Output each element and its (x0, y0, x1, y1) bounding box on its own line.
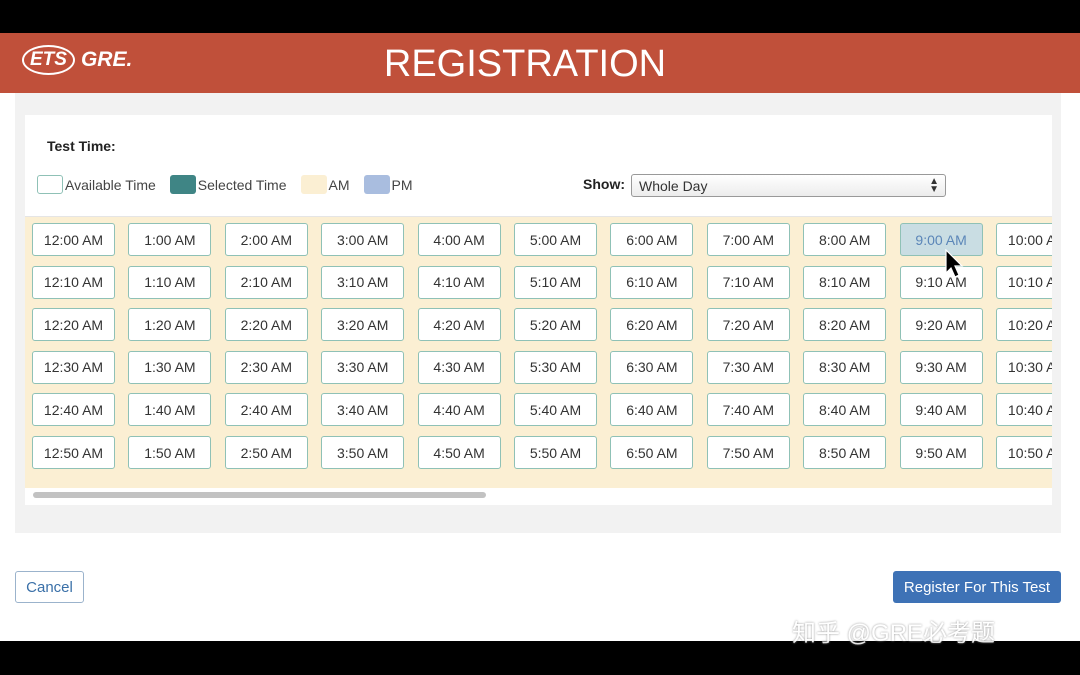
time-slot-button[interactable]: 2:00 AM (224, 223, 308, 256)
show-label: Show: (583, 176, 625, 192)
content-panel: Test Time: Available Time Selected Time … (15, 93, 1061, 533)
time-slot-button[interactable]: 4:30 AM (417, 350, 501, 384)
time-slot-button[interactable]: 10:00 AM (996, 223, 1052, 256)
cancel-button[interactable]: Cancel (15, 571, 84, 603)
time-slot-button[interactable]: 9:10 AM (899, 265, 983, 299)
horizontal-scrollbar[interactable] (33, 492, 486, 498)
logo-ets: ETS (22, 45, 75, 75)
time-slot-button[interactable]: 10:40 AM (996, 393, 1052, 427)
select-arrows-icon: ▲ ▼ (929, 176, 939, 195)
legend-available-label: Available Time (65, 176, 156, 193)
time-slot-button[interactable]: 1:50 AM (128, 436, 212, 469)
time-slot-button[interactable]: 12:20 AM (32, 308, 115, 342)
time-slot-button[interactable]: 6:00 AM (610, 223, 694, 256)
register-button[interactable]: Register For This Test (893, 571, 1061, 603)
time-slot-button[interactable]: 8:20 AM (803, 308, 887, 342)
time-slot-button[interactable]: 12:00 AM (32, 223, 115, 256)
time-slot-button[interactable]: 12:40 AM (32, 393, 115, 427)
time-slot-button[interactable]: 9:50 AM (899, 436, 983, 469)
time-slot-button[interactable]: 7:50 AM (706, 436, 790, 469)
time-slot-button[interactable]: 10:30 AM (996, 350, 1052, 384)
time-slot-button[interactable]: 8:00 AM (803, 223, 887, 256)
time-slot-button[interactable]: 12:50 AM (32, 436, 115, 469)
time-slot-button[interactable]: 4:50 AM (417, 436, 501, 469)
time-slot-button[interactable]: 5:50 AM (514, 436, 597, 469)
time-slot-button[interactable]: 7:20 AM (706, 308, 790, 342)
time-slot-button[interactable]: 2:50 AM (224, 436, 308, 469)
watermark: 知乎 @GRE必考题 (792, 620, 996, 647)
time-slot-button[interactable]: 1:20 AM (128, 308, 212, 342)
time-slot-button[interactable]: 3:50 AM (321, 436, 405, 469)
time-slot-button[interactable]: 10:20 AM (996, 308, 1052, 342)
time-slot-button[interactable]: 8:30 AM (803, 350, 887, 384)
time-slot-button[interactable]: 5:10 AM (514, 265, 597, 299)
time-slot-button[interactable]: 1:30 AM (128, 350, 212, 384)
time-slot-button[interactable]: 3:30 AM (321, 350, 405, 384)
header-bar: ETS GRE. REGISTRATION (0, 33, 1080, 93)
show-select[interactable]: Whole Day ▲ ▼ (631, 174, 946, 197)
time-slot-button[interactable]: 8:50 AM (803, 436, 887, 469)
time-slot-button[interactable]: 7:30 AM (706, 350, 790, 384)
time-slot-button[interactable]: 1:40 AM (128, 393, 212, 427)
time-slot-button[interactable]: 4:00 AM (417, 223, 501, 256)
legend-selected-swatch (169, 175, 196, 194)
time-slot-button[interactable]: 12:10 AM (32, 265, 115, 299)
time-slot-button[interactable]: 6:20 AM (610, 308, 694, 342)
time-slot-button[interactable]: 7:00 AM (706, 223, 790, 256)
legend-am-label: AM (328, 176, 350, 193)
time-slot-button[interactable]: 9:40 AM (899, 393, 983, 427)
time-slot-button[interactable]: 1:00 AM (128, 223, 212, 256)
time-slot-button[interactable]: 3:40 AM (321, 393, 405, 427)
time-slot-button[interactable]: 8:40 AM (803, 393, 887, 427)
time-slot-button[interactable]: 2:30 AM (224, 350, 308, 384)
time-slot-button[interactable]: 10:10 AM (996, 265, 1052, 299)
time-slot-button[interactable]: 5:30 AM (514, 350, 597, 384)
time-slot-button[interactable]: 2:40 AM (224, 393, 308, 427)
legend-am-swatch (300, 175, 327, 194)
legend-selected-label: Selected Time (197, 176, 287, 193)
time-slot-button[interactable]: 6:50 AM (610, 436, 694, 469)
ets-gre-logo: ETS GRE. (22, 45, 132, 75)
logo-gre: GRE. (80, 48, 133, 71)
test-time-label: Test Time: (47, 138, 116, 154)
mouse-cursor-icon (945, 249, 964, 278)
time-slot-button[interactable]: 10:50 AM (996, 436, 1052, 469)
time-slot-button[interactable]: 4:20 AM (417, 308, 501, 342)
time-slot-grid: 12:00 AM 12:10 AM 12:20 AM 12:30 AM 12:40 AM… (25, 216, 1052, 498)
test-time-card: Test Time: Available Time Selected Time … (25, 115, 1052, 505)
time-slot-button[interactable]: 7:40 AM (706, 393, 790, 427)
time-slot-button[interactable]: 12:30 AM (32, 350, 115, 384)
legend-available-swatch (37, 175, 63, 194)
time-slot-button[interactable]: 1:10 AM (128, 265, 212, 299)
time-slot-button[interactable]: 9:00 AM (899, 223, 983, 256)
time-slot-button[interactable]: 4:40 AM (417, 393, 501, 427)
registration-screen: ETS GRE. REGISTRATION Test Time: Availab… (0, 33, 1080, 647)
legend: Available Time Selected Time AM PM (37, 175, 427, 194)
time-slot-button[interactable]: 9:30 AM (899, 350, 983, 384)
time-slot-button[interactable]: 6:30 AM (610, 350, 694, 384)
legend-pm-swatch (363, 175, 390, 194)
time-slot-button[interactable]: 3:20 AM (321, 308, 405, 342)
time-slot-button[interactable]: 2:20 AM (224, 308, 308, 342)
page-title: REGISTRATION (383, 43, 667, 85)
time-slot-button[interactable]: 5:00 AM (514, 223, 597, 256)
time-slot-button[interactable]: 8:10 AM (803, 265, 887, 299)
time-slot-button[interactable]: 5:20 AM (514, 308, 597, 342)
time-slot-button[interactable]: 2:10 AM (224, 265, 308, 299)
time-slot-button[interactable]: 3:00 AM (321, 223, 405, 256)
show-select-value: Whole Day (639, 178, 708, 194)
time-slot-button[interactable]: 3:10 AM (321, 265, 405, 299)
time-slot-button[interactable]: 9:20 AM (899, 308, 983, 342)
time-slot-button[interactable]: 6:40 AM (610, 393, 694, 427)
time-slot-button[interactable]: 7:10 AM (706, 265, 790, 299)
legend-pm-label: PM (391, 176, 413, 193)
time-slot-button[interactable]: 4:10 AM (417, 265, 501, 299)
time-slot-button[interactable]: 5:40 AM (514, 393, 597, 427)
time-slot-button[interactable]: 6:10 AM (610, 265, 694, 299)
